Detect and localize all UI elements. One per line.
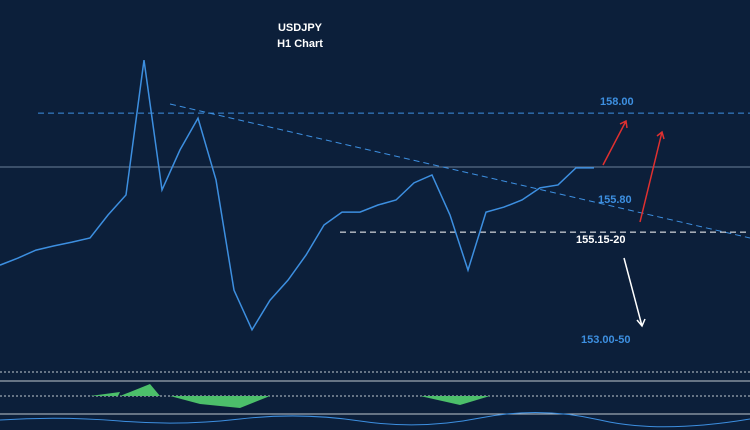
chart-subtitle: H1 Chart (277, 38, 323, 50)
price-line (0, 60, 594, 332)
level-label: 155.15-20 (576, 234, 626, 246)
indicator (0, 412, 750, 428)
level-label: 153.00-50 (581, 334, 631, 346)
arrow-up (639, 130, 665, 223)
oscillator (90, 384, 490, 408)
arrow-down (623, 257, 646, 328)
arrows (602, 119, 665, 328)
arrow-up (602, 119, 628, 166)
level-label: 158.00 (600, 96, 634, 108)
chart-title: USDJPY (278, 22, 323, 34)
level-label: 155.80 (598, 194, 632, 206)
